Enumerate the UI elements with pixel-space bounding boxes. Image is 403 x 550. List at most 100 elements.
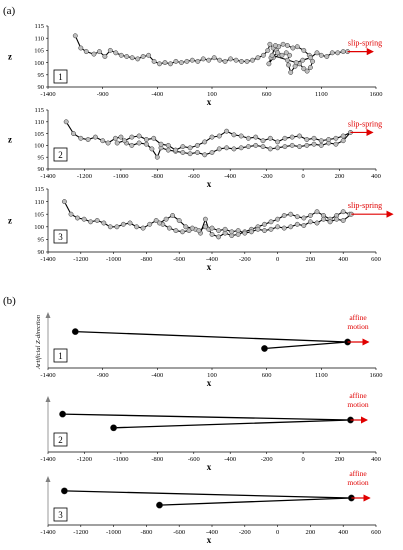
p1-bead [307, 55, 313, 61]
p6-x-tick-label: -600 [173, 529, 185, 536]
p4-bead [261, 345, 268, 352]
p3-bead [134, 224, 140, 230]
p3-bead [235, 228, 241, 234]
p2-bead [112, 135, 118, 141]
p3-x-tick-label: -1200 [73, 256, 88, 263]
p3-bead [173, 228, 179, 234]
p2-y-axis-label: z [8, 135, 12, 145]
p2-bead [267, 146, 273, 152]
p1-bead [113, 50, 119, 56]
p1-bead [310, 58, 316, 64]
p1-bead [102, 54, 108, 59]
p3-y-tick-label: 115 [34, 186, 44, 193]
p3-x-tick-label: -600 [173, 256, 185, 263]
p4-x-tick-label: -900 [97, 372, 109, 379]
p1-bead [284, 43, 290, 48]
p6-x-tick-label: 400 [338, 529, 348, 536]
p1-bead [78, 45, 84, 51]
p2-x-tick-label: 0 [301, 173, 304, 180]
p6-bead [156, 501, 163, 509]
p2-y-tick-label: 110 [34, 119, 44, 126]
p5-x-tick-label: -800 [151, 456, 163, 463]
p2-bead [333, 141, 339, 147]
p1-bead [211, 55, 217, 61]
p2-bead [136, 133, 142, 139]
p3-bead [114, 224, 120, 230]
p1-bead [96, 49, 102, 55]
p1-bead [162, 60, 168, 66]
p2-bead [149, 146, 155, 152]
p1-bead [304, 68, 310, 74]
p1-y-tick-label: 110 [34, 35, 44, 42]
p1-bead [146, 52, 152, 58]
p2-bead [136, 140, 142, 146]
p3-bead [107, 224, 113, 230]
p2-x-tick-label: 400 [371, 173, 381, 180]
p1-bead [107, 47, 113, 53]
p1-bead [301, 47, 307, 53]
p3-bead [202, 224, 208, 230]
p3-bead [88, 219, 94, 225]
p3-bead [321, 216, 326, 222]
p1-bead [272, 43, 278, 48]
p1-bead [279, 52, 285, 58]
p3-x-tick-label: -400 [206, 256, 218, 263]
p4-x-tick-label: -400 [151, 372, 163, 379]
p5-x-tick-label: -1000 [113, 456, 128, 463]
p1-bead [318, 52, 324, 58]
p6-x-tick-label: -400 [206, 529, 218, 536]
p6-x-tick-label: 200 [306, 529, 316, 536]
p3-bead [120, 221, 126, 227]
p1-bead [294, 44, 300, 50]
p2-bead [282, 144, 288, 150]
p2-bead [105, 140, 111, 146]
p2-bead [216, 133, 222, 139]
p1-slip-spring-label: slip-spring [348, 39, 382, 48]
p2-x-tick-label: 200 [335, 173, 345, 180]
p2-x-tick-label: -200 [261, 173, 273, 180]
p1-x-tick-label: 1100 [315, 91, 328, 98]
p3-bead [101, 220, 107, 226]
p6-chain-line [64, 490, 352, 506]
p1-bead [195, 58, 201, 64]
p2-bead [165, 147, 171, 153]
p2-bead [187, 145, 193, 151]
p2-bead [333, 135, 339, 141]
p6-affine-label: affine [349, 469, 367, 478]
p1-id-label: 1 [58, 72, 63, 82]
p3-chain-line [63, 201, 354, 238]
p2-bead [318, 138, 324, 144]
p2-bead [311, 135, 317, 141]
p2-bead [275, 145, 281, 151]
p2-bead [238, 145, 244, 151]
p3-bead [170, 213, 176, 218]
p1-bead [233, 57, 239, 63]
p3-y-tick-label: 105 [34, 211, 44, 218]
p3-bead [301, 223, 307, 228]
p5-x-tick-label: 0 [301, 456, 304, 463]
p4-x-tick-label: -1400 [40, 372, 55, 379]
p2-bead [180, 150, 186, 155]
p3-bead [334, 216, 340, 222]
p1-bead [228, 56, 234, 62]
p3-id-label: 3 [58, 232, 63, 242]
p3-bead [140, 225, 146, 231]
p3-bead [222, 226, 228, 232]
p3-bead [157, 220, 162, 226]
p3-bead [314, 220, 320, 226]
p4-x-tick-label: 1600 [370, 372, 383, 379]
p1-bead [280, 41, 286, 47]
p1-bead [173, 58, 179, 64]
p4-x-tick-label: 1100 [315, 372, 328, 379]
p1-bead [72, 33, 78, 39]
p2-bead [304, 137, 310, 142]
p3-x-tick-label: 600 [371, 256, 381, 263]
p1-bead [267, 41, 273, 47]
p2-bead [63, 119, 69, 125]
p3-bead [275, 224, 281, 230]
p5-id-label: 2 [58, 435, 63, 445]
p5-x-tick-label: 400 [371, 456, 381, 463]
p4-affine-label: affine [349, 313, 367, 322]
p1-bead [178, 60, 184, 66]
